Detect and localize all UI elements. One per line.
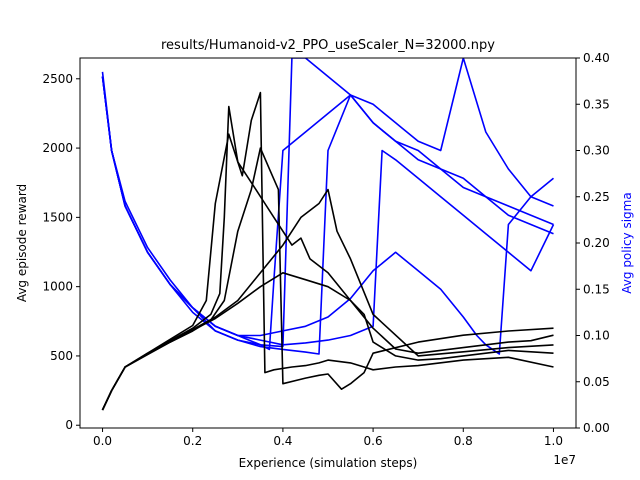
x-axis-label: Experience (simulation steps) [239, 456, 418, 470]
y-right-tick-label: 0.30 [583, 144, 610, 158]
y-right-tick-label: 0.15 [583, 282, 610, 296]
sigma-series-2 [101, 58, 554, 348]
y-left-tick-label: 2000 [42, 141, 73, 155]
reward-series-4 [101, 188, 554, 411]
plot-area [101, 58, 555, 411]
sigma-series-5 [101, 76, 555, 355]
y-left-tick-label: 1000 [42, 280, 73, 294]
y-right-tick-label: 0.25 [583, 190, 610, 204]
sigma-series-3 [101, 58, 554, 355]
x-axis-multiplier: 1e7 [553, 453, 576, 467]
x-tick-label: 0.4 [273, 434, 292, 448]
y-left-tick-label: 0 [65, 418, 73, 432]
y-axis-left-label: Avg episode reward [15, 184, 29, 302]
y-right-tick-label: 0.35 [583, 97, 610, 111]
y-axis-right-label: Avg policy sigma [620, 192, 634, 293]
y-axis-left: 0 500 1000 1500 2000 2500 [42, 72, 80, 432]
y-left-tick-label: 2500 [42, 72, 73, 86]
y-right-tick-label: 0.00 [583, 421, 610, 435]
x-tick-label: 0.6 [364, 434, 383, 448]
x-tick-label: 0.8 [454, 434, 473, 448]
y-right-tick-label: 0.40 [583, 51, 610, 65]
sigma-series-4 [101, 76, 555, 346]
x-tick-label: 1.0 [544, 434, 563, 448]
y-right-tick-label: 0.10 [583, 329, 610, 343]
reward-series-5 [101, 272, 554, 411]
y-axis-right: 0.00 0.05 0.10 0.15 0.20 0.25 0.30 0.35 0.40 [576, 51, 610, 435]
y-right-tick-label: 0.20 [583, 236, 610, 250]
y-left-tick-label: 1500 [42, 210, 73, 224]
sigma-series-1 [101, 76, 554, 351]
x-axis: 0.0 0.2 0.4 0.6 0.8 1.0 [93, 428, 563, 448]
x-tick-label: 0.2 [183, 434, 202, 448]
chart-title: results/Humanoid-v2_PPO_useScaler_N=3200… [161, 38, 495, 53]
reward-series-1 [101, 105, 554, 411]
y-right-tick-label: 0.05 [583, 375, 610, 389]
x-tick-label: 0.0 [93, 434, 112, 448]
reward-series-2 [101, 91, 554, 411]
y-left-tick-label: 500 [50, 349, 73, 363]
